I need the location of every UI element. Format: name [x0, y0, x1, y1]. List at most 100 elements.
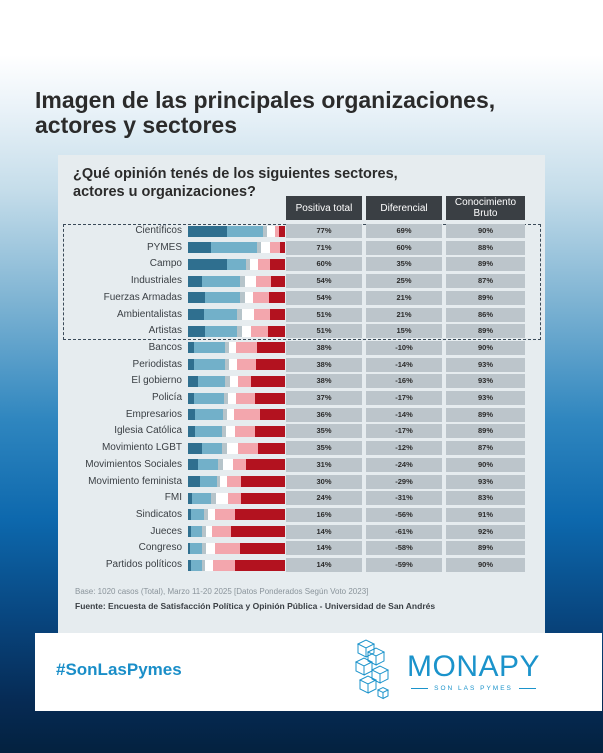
- conocimiento-cell: 89%: [446, 424, 525, 439]
- bar-segment: [197, 375, 225, 387]
- conocimiento-cell: 90%: [446, 457, 525, 472]
- conocimiento-cell: 89%: [446, 290, 525, 305]
- stacked-bar: [188, 425, 285, 437]
- bar-segment: [269, 292, 285, 304]
- bar-segment: [226, 476, 242, 487]
- bar-segment: [229, 375, 239, 387]
- category-label: Partidos políticos: [105, 559, 182, 570]
- category-label: Jueces: [150, 525, 182, 537]
- stacked-bar: [188, 509, 285, 521]
- bar-segment: [279, 225, 285, 237]
- conocimiento-cell: 88%: [446, 240, 525, 255]
- bar-segment: [270, 309, 285, 320]
- positiva-cell: 51%: [286, 324, 362, 339]
- stacked-bar: [188, 409, 285, 421]
- column-header-diferencial: Diferencial: [366, 196, 442, 220]
- bar-segment: [226, 409, 234, 421]
- conocimiento-cell: 83%: [446, 491, 525, 506]
- bar-segment: [227, 492, 242, 504]
- category-label: Movimiento feminista: [88, 475, 182, 487]
- bar-segment: [238, 375, 252, 387]
- bar-segment: [205, 292, 241, 304]
- bar-segment: [223, 392, 228, 404]
- conocimiento-cell: 93%: [446, 357, 525, 372]
- hashtag-text: #SonLasPymes: [56, 660, 182, 679]
- bar-segment: [275, 225, 280, 237]
- category-label: Periodistas: [132, 358, 182, 370]
- stacked-bar: [188, 526, 285, 538]
- conocimiento-cell: 90%: [446, 340, 525, 355]
- bar-segment: [203, 509, 209, 521]
- positiva-cell: 38%: [286, 357, 362, 372]
- diferencial-cell: -56%: [366, 507, 442, 522]
- stacked-bar: [188, 375, 285, 387]
- bar-segment: [188, 442, 202, 454]
- bar-segment: [201, 559, 206, 571]
- bar-segment: [257, 442, 285, 454]
- bar-segment: [188, 542, 190, 554]
- category-label: Bancos: [148, 341, 182, 353]
- bar-segment: [226, 225, 263, 237]
- category-label: FMI: [164, 492, 182, 504]
- bar-segment: [188, 292, 206, 304]
- diferencial-cell: -24%: [366, 457, 442, 472]
- bar-segment: [238, 442, 258, 454]
- bar-segment: [188, 225, 227, 237]
- bar-segment: [188, 359, 194, 371]
- tagline-text: SON LAS PYMES: [434, 685, 513, 692]
- bar-segment: [188, 325, 206, 337]
- category-label: Iglesia Católica: [114, 425, 182, 437]
- brand-name: MONAPY: [407, 650, 541, 683]
- page-title: Imagen de las principales organizaciones…: [35, 87, 496, 138]
- positiva-cell: 77%: [286, 224, 362, 238]
- diferencial-cell: -58%: [366, 541, 442, 556]
- bar-segment: [241, 476, 285, 487]
- positiva-cell: 14%: [286, 524, 362, 539]
- positiva-cell: 35%: [286, 441, 362, 456]
- bar-segment: [271, 275, 285, 287]
- diferencial-cell: 21%: [366, 290, 442, 305]
- bar-segment: [197, 459, 219, 471]
- bar-segment: [224, 359, 229, 371]
- positiva-cell: 35%: [286, 424, 362, 439]
- stacked-bar: [188, 542, 285, 554]
- bar-segment: [270, 242, 281, 254]
- tagline-rule-left: [411, 688, 429, 689]
- bar-segment: [256, 242, 261, 254]
- chart-base-note: Base: 1020 casos (Total), Marzo 11-20 20…: [75, 587, 369, 596]
- bar-segment: [245, 292, 253, 304]
- bar-segment: [188, 476, 200, 487]
- bar-segment: [232, 459, 247, 471]
- bar-segment: [224, 342, 229, 354]
- diferencial-cell: -12%: [366, 441, 442, 456]
- conocimiento-cell: 89%: [446, 541, 525, 556]
- bar-segment: [252, 292, 270, 304]
- conocimiento-cell: 93%: [446, 391, 525, 405]
- bar-segment: [235, 392, 255, 404]
- diferencial-cell: 69%: [366, 224, 442, 238]
- positiva-cell: 16%: [286, 507, 362, 522]
- diferencial-cell: -31%: [366, 491, 442, 506]
- bar-segment: [201, 442, 222, 454]
- stacked-bar: [188, 342, 285, 354]
- bar-segment: [228, 359, 238, 371]
- bar-segment: [188, 309, 204, 320]
- bar-segment: [260, 242, 271, 254]
- bar-segment: [222, 409, 227, 421]
- stacked-bar: [188, 442, 285, 454]
- bar-segment: [237, 325, 243, 337]
- bar-segment: [206, 542, 216, 554]
- bar-segment: [259, 409, 285, 421]
- bar-segment: [242, 325, 252, 337]
- bar-segment: [199, 476, 218, 487]
- bar-segment: [215, 509, 235, 521]
- bar-segment: [226, 258, 247, 270]
- bar-segment: [255, 275, 272, 287]
- bar-segment: [226, 442, 239, 454]
- diferencial-cell: 25%: [366, 274, 442, 289]
- bar-segment: [190, 559, 202, 571]
- bar-segment: [193, 359, 225, 371]
- brand-strip: [35, 633, 602, 711]
- diferencial-cell: -17%: [366, 424, 442, 439]
- diferencial-cell: 35%: [366, 257, 442, 272]
